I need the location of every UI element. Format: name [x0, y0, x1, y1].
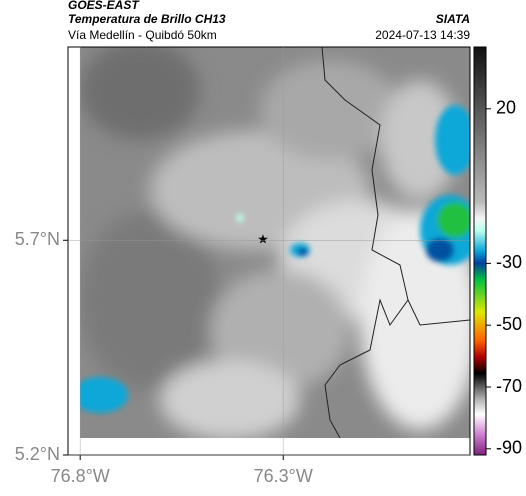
imagery [80, 47, 470, 438]
location-marker: ★ [257, 231, 269, 246]
org: SIATA [436, 12, 470, 26]
source: GOES-EAST [68, 0, 140, 12]
y-tick-label: 5.7°N [15, 229, 60, 249]
colorbar-tick-label: -70 [496, 376, 522, 396]
colorbar-tick-label: -30 [496, 252, 522, 272]
x-tick-label: 76.3°W [254, 466, 313, 486]
axes: 76.8°W 76.3°W 5.2°N 5.7°N 20 -30 -50 -70 -90 [15, 47, 522, 486]
datetime: 2024-07-13 14:39 [375, 28, 470, 42]
subtitle: Vía Medellín - Quibdó 50km [68, 28, 217, 42]
colorbar-tick-label: 20 [496, 98, 516, 118]
x-tick-label: 76.8°W [51, 466, 110, 486]
colorbar [473, 46, 487, 456]
colorbar-tick-label: -50 [496, 314, 522, 334]
y-tick-label: 5.2°N [15, 444, 60, 464]
title: Temperatura de Brillo CH13 [68, 12, 226, 26]
colorbar-tick-label: -90 [496, 438, 522, 458]
